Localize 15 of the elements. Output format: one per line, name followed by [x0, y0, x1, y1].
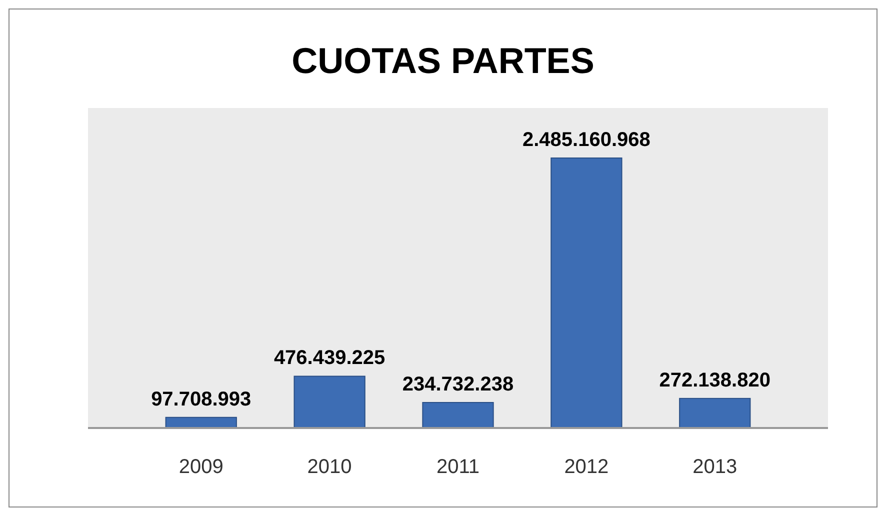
x-tick-label: 2011	[436, 456, 480, 478]
data-label: 272.138.820	[659, 369, 770, 392]
bar	[550, 158, 622, 428]
x-tick-label: 2013	[692, 456, 738, 478]
chart-title: CUOTAS PARTES	[292, 40, 594, 81]
x-tick-label: 2009	[178, 456, 224, 478]
bar	[294, 376, 366, 428]
bar	[679, 398, 751, 428]
x-tick-label: 2010	[307, 456, 352, 478]
data-label: 476.439.225	[274, 347, 386, 370]
data-label: 2.485.160.968	[522, 129, 650, 151]
x-tick-label: 2012	[564, 456, 609, 478]
bar	[422, 402, 494, 428]
data-label: 234.732.238	[402, 374, 514, 396]
data-label: 97.708.993	[151, 388, 252, 410]
